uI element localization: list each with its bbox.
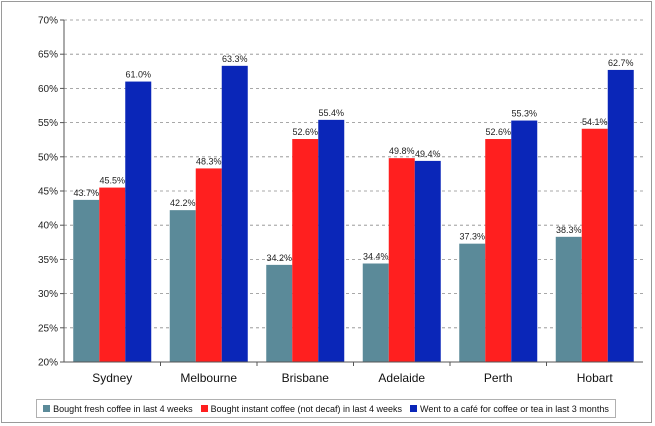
y-tick-label: 30% <box>38 289 58 300</box>
bar <box>99 187 126 362</box>
bar <box>221 65 248 362</box>
bar <box>362 263 389 362</box>
category-label: Perth <box>484 371 513 385</box>
category-label: Hobart <box>577 371 614 385</box>
legend-item: Went to a café for coffee or tea in last… <box>410 404 609 414</box>
bar <box>459 243 486 362</box>
data-label: 49.8% <box>389 146 415 156</box>
data-label: 55.4% <box>318 108 344 118</box>
y-tick-label: 25% <box>38 323 58 334</box>
data-label: 34.4% <box>363 252 389 262</box>
bar <box>388 158 415 362</box>
data-label: 38.3% <box>556 225 582 235</box>
bar <box>414 160 441 362</box>
data-label: 43.7% <box>73 188 99 198</box>
data-label: 62.7% <box>608 58 634 68</box>
data-label: 49.4% <box>415 149 441 159</box>
y-tick-label: 65% <box>38 50 58 61</box>
bar <box>511 120 538 362</box>
legend-swatch <box>43 405 51 412</box>
data-label: 37.3% <box>459 232 485 242</box>
bar <box>607 69 634 362</box>
bar <box>73 199 100 362</box>
legend-swatch <box>200 405 208 412</box>
bar-chart: 43.7%45.5% 61.0% 42.2% 48.3% 63.3% 34.2% 52.6%… <box>38 16 643 385</box>
legend: Bought fresh coffee in last 4 weeks Bough… <box>36 399 616 418</box>
y-tick-label: 35% <box>38 255 58 266</box>
y-tick-label: 60% <box>38 84 58 95</box>
bar <box>581 128 608 362</box>
axes: 20% 25% 30% 35% 40% 45% 50% 55% 60% 65% 70% Sydney M… <box>38 16 643 385</box>
bar <box>485 139 512 362</box>
bars-group: 43.7%45.5% 61.0% 42.2% 48.3% 63.3% 34.2% 52.6%… <box>73 54 634 362</box>
data-label: 45.5% <box>99 176 125 186</box>
legend-label: Bought instant coffee (not decaf) in las… <box>210 403 403 414</box>
category-label: Brisbane <box>282 371 330 385</box>
y-tick-label: 45% <box>38 187 58 198</box>
bar <box>125 81 152 362</box>
bar <box>292 139 319 362</box>
legend-label: Went to a café for coffee or tea in last… <box>420 403 609 414</box>
data-label: 52.6% <box>485 127 511 137</box>
data-label: 61.0% <box>125 70 151 80</box>
data-label: 34.2% <box>266 253 292 263</box>
data-label: 52.6% <box>292 127 318 137</box>
bar <box>318 119 345 362</box>
y-tick-label: 50% <box>38 152 58 163</box>
gridlines <box>64 19 643 329</box>
legend-label: Bought fresh coffee in last 4 weeks <box>53 403 193 414</box>
data-label: 63.3% <box>222 54 248 64</box>
y-tick-label: 40% <box>38 221 58 232</box>
data-label: 42.2% <box>170 198 196 208</box>
y-tick-label: 70% <box>38 16 58 27</box>
data-label: 48.3% <box>196 156 222 166</box>
data-label: 55.3% <box>511 109 537 119</box>
bar <box>169 210 196 362</box>
bar <box>266 264 293 362</box>
y-tick-label: 20% <box>38 358 58 369</box>
legend-item: Bought instant coffee (not decaf) in las… <box>200 403 403 414</box>
category-label: Adelaide <box>378 371 425 385</box>
data-label: 54.1% <box>582 117 608 127</box>
bar <box>195 168 222 362</box>
y-tick-label: 55% <box>38 118 58 129</box>
bar <box>555 236 582 362</box>
legend-swatch <box>410 405 418 412</box>
legend-item: Bought fresh coffee in last 4 weeks <box>43 403 193 414</box>
category-label: Sydney <box>92 371 132 385</box>
category-label: Melbourne <box>180 371 237 385</box>
